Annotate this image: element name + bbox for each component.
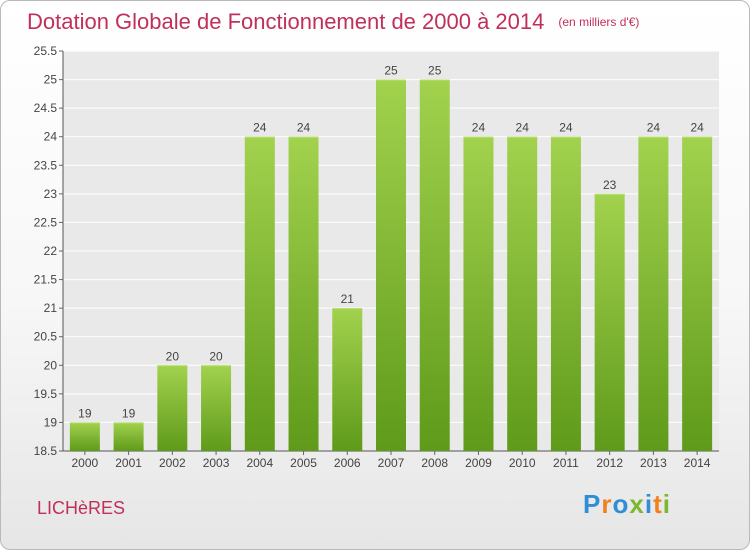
x-tick-label: 2003 [203,456,230,470]
y-tick-label: 19 [44,415,58,429]
bar-value-label: 21 [341,292,355,306]
y-tick-label: 22 [44,244,58,258]
bar-value-label: 23 [603,178,617,192]
bar [507,136,538,451]
logo-letter: o [612,489,630,519]
bar [332,308,363,451]
bar [157,365,188,451]
x-tick-label: 2000 [72,456,99,470]
bar [419,79,450,452]
bar [113,422,144,451]
bar [550,136,581,451]
bar [682,136,713,451]
bar-value-label: 25 [384,64,398,78]
bar [201,365,232,451]
x-tick-label: 2005 [290,456,317,470]
commune-name: LICHèRES [37,498,126,518]
y-tick-label: 19.5 [34,387,58,401]
bar [463,136,494,451]
y-tick-label: 25 [44,73,58,87]
logo-letter: r [601,489,613,519]
logo-letter: i [662,489,671,519]
x-tick-label: 2006 [334,456,361,470]
x-tick-label: 2011 [553,456,579,470]
bar [244,136,275,451]
x-tick-label: 2009 [465,456,492,470]
y-tick-label: 25.5 [34,44,58,58]
x-tick-label: 2008 [421,456,448,470]
y-tick-label: 20 [44,358,58,372]
y-tick-label: 21 [44,301,58,315]
logo-letter: x [629,489,645,519]
y-tick-label: 18.5 [34,444,58,458]
chart-unit: (en milliers d'€) [558,15,640,29]
x-tick-label: 2002 [159,456,186,470]
bar [638,136,669,451]
bar [288,136,319,451]
y-tick-label: 23 [44,187,58,201]
bar-value-label: 24 [647,121,661,135]
bar-value-label: 20 [166,349,180,363]
bar [69,422,100,451]
chart-title: Dotation Globale de Fonctionnement de 20… [27,9,639,35]
x-tick-label: 2004 [246,456,273,470]
bar-value-label: 24 [253,121,267,135]
bar-value-label: 24 [472,121,486,135]
logo-letter: t [653,489,663,519]
bar [376,79,406,452]
y-tick-label: 24.5 [34,101,58,115]
y-tick-label: 21.5 [34,273,58,287]
x-tick-label: 2001 [115,456,142,470]
bar-value-label: 24 [297,121,311,135]
chart-title-text: Dotation Globale de Fonctionnement de 20… [27,9,545,34]
bar-value-label: 25 [428,64,442,78]
bar-value-label: 19 [78,406,92,420]
x-tick-label: 2007 [378,456,405,470]
bar-value-label: 19 [122,406,136,420]
bar [594,193,625,451]
y-tick-label: 20.5 [34,330,58,344]
proxiti-logo: Proxiti [583,489,671,520]
bar-value-label: 24 [516,121,530,135]
bar-value-label: 24 [559,121,573,135]
x-tick-label: 2013 [640,456,667,470]
y-tick-label: 23.5 [34,158,58,172]
x-tick-label: 2014 [684,456,711,470]
bar-value-label: 20 [209,349,223,363]
x-tick-label: 2012 [596,456,623,470]
bar-value-label: 24 [690,121,704,135]
logo-letter: P [583,489,602,519]
y-tick-label: 24 [44,130,58,144]
x-tick-label: 2010 [509,456,536,470]
logo-letter: i [644,489,654,519]
y-tick-label: 22.5 [34,215,58,229]
